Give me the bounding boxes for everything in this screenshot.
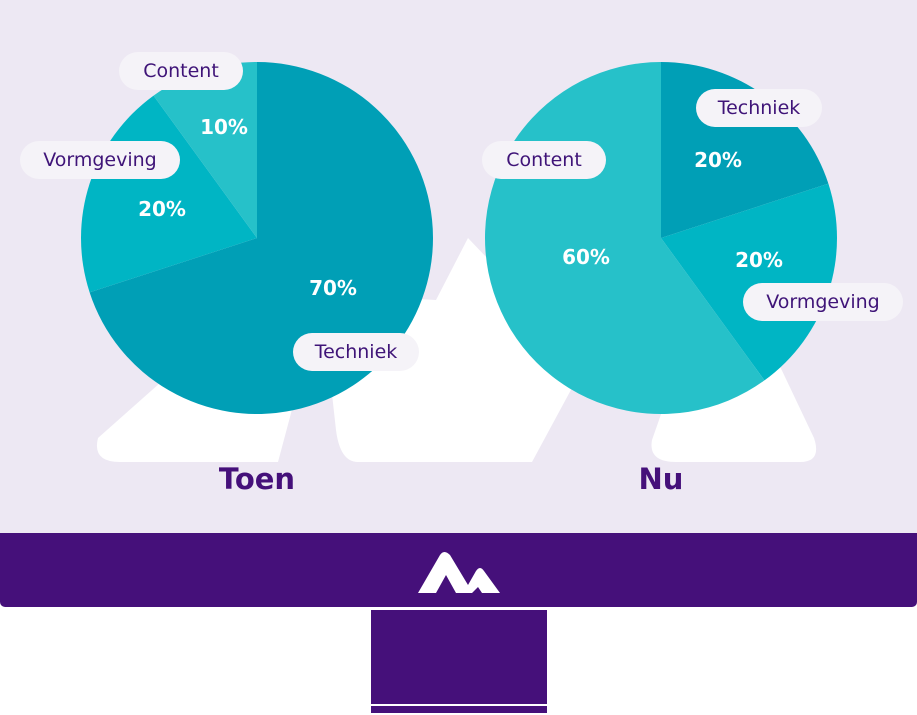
- monitor-bezel-top: [0, 533, 917, 553]
- slice-percent-label: 20%: [138, 197, 186, 221]
- legend-pill: [293, 333, 419, 371]
- bg-shape-right: [651, 358, 817, 462]
- stand-base-line: [371, 706, 547, 713]
- pie-slice-content: [153, 62, 257, 238]
- legend-pill-label: Vormgeving: [43, 149, 157, 171]
- legend-pill: [482, 141, 606, 179]
- legend-pill: [119, 52, 243, 90]
- brand-logo-icon: [418, 552, 500, 593]
- slice-percent-label: 10%: [200, 115, 248, 139]
- monitor-stand: [371, 610, 547, 713]
- pie-chart-toen: 70% 20% 10% Techniek Vormgeving Content Toen: [20, 52, 433, 496]
- legend-pill-label: Techniek: [314, 341, 398, 363]
- chart-title: Toen: [219, 462, 295, 496]
- pie-slice-vormgeving: [661, 183, 838, 381]
- legend-pill-label: Content: [506, 149, 582, 171]
- legend-pill-label: Vormgeving: [766, 291, 880, 313]
- slice-percent-label: 60%: [562, 245, 610, 269]
- legend-pill: [20, 141, 180, 179]
- stand-neck: [371, 610, 547, 704]
- legend-pill-label: Techniek: [717, 97, 801, 119]
- legend-pill: [696, 89, 822, 127]
- slice-percent-label: 20%: [735, 248, 783, 272]
- slice-percent-label: 70%: [309, 276, 357, 300]
- slice-percent-label: 20%: [694, 148, 742, 172]
- legend-pill-label: Content: [143, 60, 219, 82]
- legend-pill: [743, 283, 903, 321]
- pie-slice-techniek: [89, 62, 433, 414]
- chart-title: Nu: [639, 462, 684, 496]
- pie-chart-nu: 20% 20% 60% Techniek Vormgeving Content Nu: [482, 62, 903, 496]
